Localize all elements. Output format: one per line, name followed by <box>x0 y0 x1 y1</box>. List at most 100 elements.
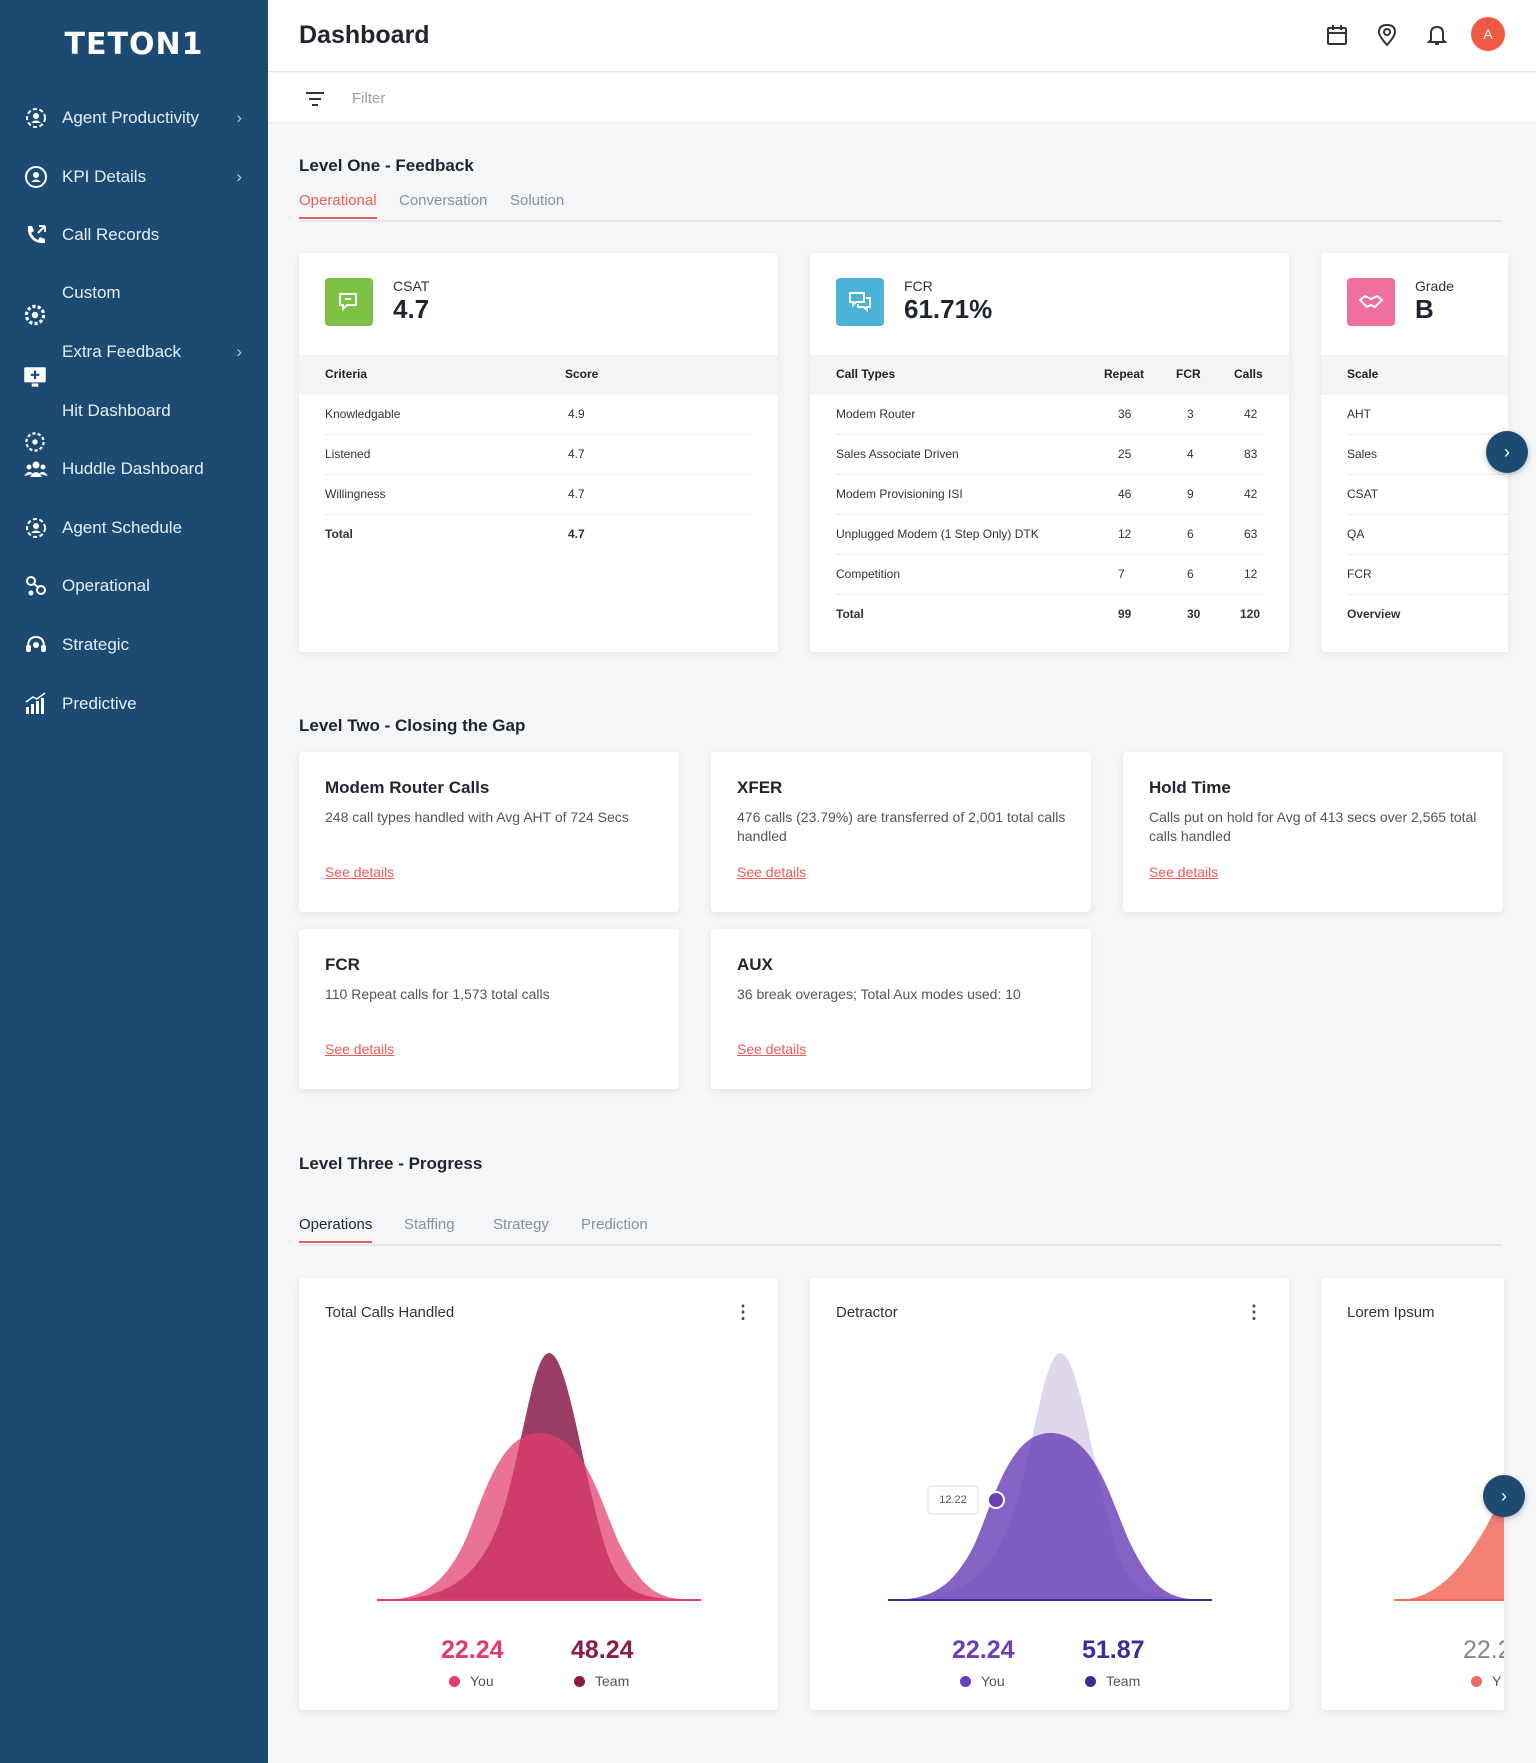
table-cell: Modem Router <box>836 407 916 421</box>
kpi-icon <box>21 162 51 192</box>
gap-card: Modem Router Calls 248 call types handle… <box>299 752 679 912</box>
column-header: Score <box>565 367 599 381</box>
sidebar-item-agent-schedule[interactable]: Agent Schedule <box>0 508 268 548</box>
distribution-chart <box>888 1353 1212 1601</box>
series-you-area <box>890 1433 1210 1600</box>
filter-bar <box>268 73 1536 123</box>
kpi-label: FCR <box>904 278 933 294</box>
chevron-right-icon: › <box>1504 441 1510 462</box>
see-details-link[interactable]: See details <box>1149 864 1219 880</box>
team-value: 51.87 <box>1082 1636 1145 1664</box>
chevron-right-icon: › <box>1501 1485 1507 1506</box>
carousel-next-button[interactable]: › <box>1483 1475 1525 1517</box>
sidebar-item-label: Custom <box>62 283 121 302</box>
bell-icon[interactable] <box>1422 20 1452 50</box>
legend-label: Team <box>595 1673 630 1689</box>
gear-icon <box>21 428 51 458</box>
legend-dot <box>449 1675 460 1687</box>
table-cell: 7 <box>1118 567 1125 581</box>
gap-card-description: 248 call types handled with Avg AHT of 7… <box>325 809 629 825</box>
sidebar-item-kpi-details[interactable]: KPI Details › <box>0 157 268 197</box>
csat-card: CSAT 4.7 Criteria Score Knowledgable 4.9… <box>299 253 778 652</box>
location-pin-icon[interactable] <box>1372 20 1402 50</box>
table-cell: 4.9 <box>568 407 585 421</box>
tab-operational[interactable]: Operational <box>299 192 377 219</box>
table-total-row: Total 4.7 <box>325 515 751 555</box>
table-cell: 36 <box>1118 407 1132 421</box>
chart-card-lorem-ipsum: Lorem Ipsum 22.2 Y <box>1321 1278 1504 1710</box>
table-cell: QA <box>1347 527 1365 541</box>
see-details-link[interactable]: See details <box>325 1041 395 1057</box>
tab-conversation[interactable]: Conversation <box>399 192 488 209</box>
distribution-chart <box>377 1353 701 1601</box>
kpi-label: CSAT <box>393 278 430 294</box>
table-cell: Overview <box>1347 607 1401 621</box>
legend-label: Team <box>1106 1673 1141 1689</box>
sidebar-item-call-records[interactable]: Call Records <box>0 215 268 255</box>
more-options-icon[interactable]: ⋮ <box>734 1302 752 1322</box>
column-header: Scale <box>1347 367 1379 381</box>
sidebar-item-extra-feedback[interactable]: Extra Feedback › <box>0 332 268 372</box>
table-row: QA <box>1347 515 1508 555</box>
table-cell: 4.7 <box>568 447 585 461</box>
legend-you: You <box>449 1673 494 1689</box>
tab-staffing[interactable]: Staffing <box>404 1216 455 1233</box>
table-row: FCR <box>1347 555 1508 595</box>
gear-user-icon <box>21 103 51 133</box>
sidebar-item-strategic[interactable]: Strategic <box>0 625 268 665</box>
see-details-link[interactable]: See details <box>325 864 395 880</box>
see-details-link[interactable]: See details <box>737 864 807 880</box>
table-cell: 63 <box>1244 527 1258 541</box>
you-value: 22.2 <box>1463 1636 1504 1664</box>
tab-prediction[interactable]: Prediction <box>581 1216 648 1233</box>
calendar-icon[interactable] <box>1322 20 1352 50</box>
table-cell: 12 <box>1244 567 1258 581</box>
table-cell: 4.7 <box>568 487 585 501</box>
table-cell: 83 <box>1244 447 1258 461</box>
avatar[interactable]: A <box>1471 17 1505 51</box>
see-details-link[interactable]: See details <box>737 1041 807 1057</box>
sidebar-item-hit-dashboard[interactable]: Hit Dashboard <box>0 391 268 431</box>
sidebar-item-predictive[interactable]: Predictive <box>0 684 268 724</box>
sidebar-item-agent-productivity[interactable]: Agent Productivity › <box>0 98 268 138</box>
more-options-icon[interactable]: ⋮ <box>1245 1302 1263 1322</box>
table-cell: 6 <box>1187 527 1194 541</box>
tab-solution[interactable]: Solution <box>510 192 565 209</box>
table-cell: CSAT <box>1347 487 1379 501</box>
filter-icon[interactable] <box>304 88 326 110</box>
tab-strategy[interactable]: Strategy <box>493 1216 549 1233</box>
table-total-row: Overview <box>1347 595 1508 635</box>
carousel-next-button[interactable]: › <box>1486 431 1528 473</box>
sidebar-item-custom[interactable]: Custom <box>0 273 268 313</box>
kpi-label: Grade <box>1415 278 1454 294</box>
table-cell: 9 <box>1187 487 1194 501</box>
tab-operations[interactable]: Operations <box>299 1216 373 1243</box>
filter-input[interactable] <box>352 83 752 113</box>
sidebar: TETON1 Agent Productivity › KPI Details … <box>0 0 268 1763</box>
sidebar-item-label: Operational <box>62 576 150 595</box>
gap-card-description: 476 calls (23.79%) are transferred of 2,… <box>737 809 1066 844</box>
table-row: AHT <box>1347 395 1508 435</box>
gap-card-description: 36 break overages; Total Aux modes used:… <box>737 986 1021 1002</box>
legend-label: You <box>470 1673 494 1689</box>
legend-label: You <box>981 1673 1005 1689</box>
column-header: FCR <box>1176 367 1201 381</box>
column-header: Call Types <box>836 367 896 381</box>
chart-card-detractor: Detractor ⋮ 12.22 22.24 51.87 You Team <box>810 1278 1289 1710</box>
level-three-tabs: Operations Staffing Strategy Prediction <box>299 1212 1502 1246</box>
table-cell: Sales Associate Driven <box>836 447 959 461</box>
kpi-value: B <box>1415 294 1434 324</box>
nodes-icon <box>21 571 51 601</box>
column-header: Calls <box>1234 367 1263 381</box>
sidebar-item-label: Huddle Dashboard <box>62 459 204 478</box>
gap-card: FCR 110 Repeat calls for 1,573 total cal… <box>299 929 679 1089</box>
you-value: 22.24 <box>441 1636 504 1664</box>
sidebar-item-operational[interactable]: Operational <box>0 566 268 606</box>
sidebar-item-huddle-dashboard[interactable]: Huddle Dashboard <box>0 449 268 489</box>
phone-icon <box>21 220 51 250</box>
legend-team: Team <box>574 1673 629 1689</box>
table-cell: 99 <box>1118 607 1132 621</box>
sidebar-item-label: Call Records <box>62 225 160 244</box>
fcr-card: FCR 61.71% Call Types Repeat FCR Calls M… <box>810 253 1289 652</box>
gear-icon <box>21 301 51 331</box>
